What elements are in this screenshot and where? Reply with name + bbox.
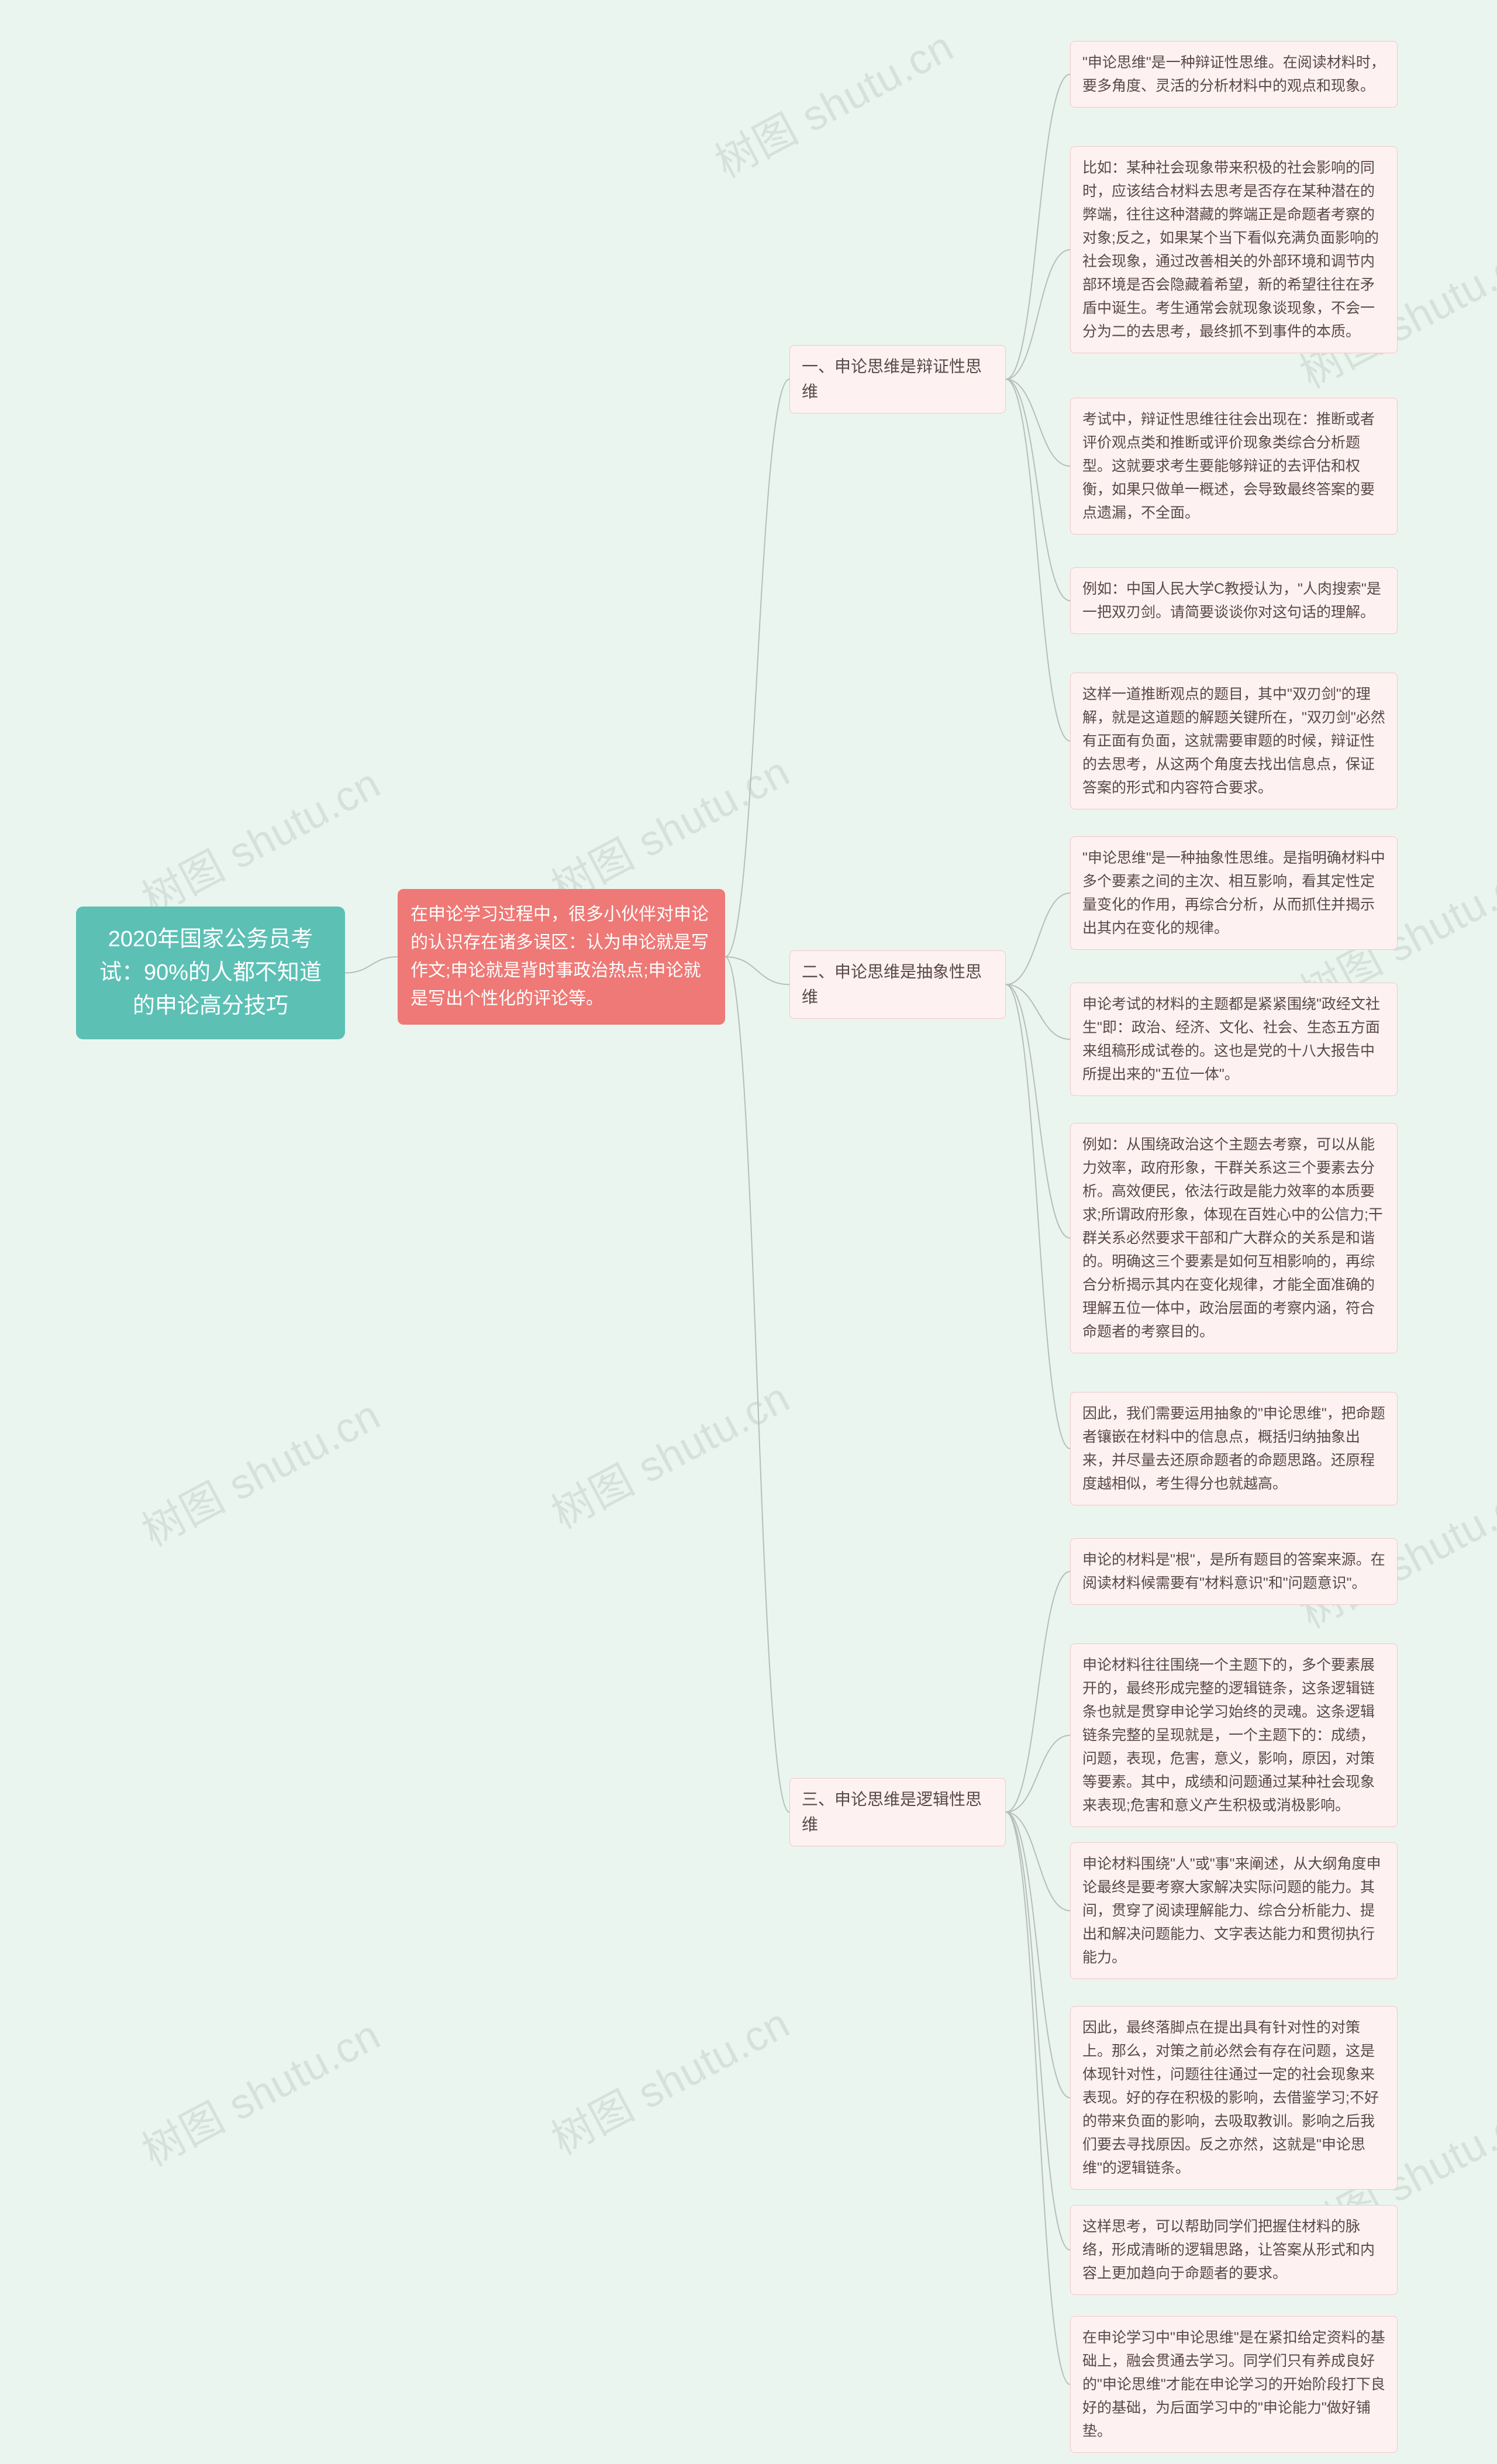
leaf-node: 例如：中国人民大学C教授认为，"人肉搜索"是一把双刃剑。请简要谈谈你对这句话的理… — [1070, 567, 1398, 634]
category-node: 二、申论思维是抽象性思维 — [789, 950, 1006, 1019]
leaf-node: 例如：从围绕政治这个主题去考察，可以从能力效率，政府形象，干群关系这三个要素去分… — [1070, 1123, 1398, 1353]
leaf-node: "申论思维"是一种抽象性思维。是指明确材料中多个要素之间的主次、相互影响，看其定… — [1070, 836, 1398, 950]
leaf-node: 申论材料围绕"人"或"事"来阐述，从大纲角度申论最终是要考察大家解决实际问题的能… — [1070, 1842, 1398, 1979]
leaf-node: 因此，最终落脚点在提出具有针对性的对策上。那么，对策之前必然会有存在问题，这是体… — [1070, 2006, 1398, 2190]
leaf-node: 申论材料往往围绕一个主题下的，多个要素展开的，最终形成完整的逻辑链条，这条逻辑链… — [1070, 1643, 1398, 1827]
leaf-node: 这样一道推断观点的题目，其中"双刃剑"的理解，就是这道题的解题关键所在，"双刃剑… — [1070, 673, 1398, 809]
leaf-node: 比如：某种社会现象带来积极的社会影响的同时，应该结合材料去思考是否存在某种潜在的… — [1070, 146, 1398, 353]
sub-node: 在申论学习过程中，很多小伙伴对申论的认识存在诸多误区：认为申论就是写作文;申论就… — [398, 889, 725, 1025]
watermark: 树图 shutu.cn — [130, 2001, 389, 2178]
category-node: 三、申论思维是逻辑性思维 — [789, 1778, 1006, 1846]
watermark: 树图 shutu.cn — [703, 12, 963, 189]
leaf-node: 考试中，辩证性思维往往会出现在：推断或者评价观点类和推断或评价现象类综合分析题型… — [1070, 398, 1398, 535]
leaf-node: 申论考试的材料的主题都是紧紧围绕"政经文社生"即：政治、经济、文化、社会、生态五… — [1070, 983, 1398, 1096]
watermark: 树图 shutu.cn — [539, 738, 799, 915]
leaf-node: 在申论学习中"申论思维"是在紧扣给定资料的基础上，融会贯通去学习。同学们只有养成… — [1070, 2316, 1398, 2453]
watermark: 树图 shutu.cn — [539, 1989, 799, 2166]
watermark: 树图 shutu.cn — [539, 1363, 799, 1541]
watermark: 树图 shutu.cn — [130, 749, 389, 926]
leaf-node: 申论的材料是"根"，是所有题目的答案来源。在阅读材料候需要有"材料意识"和"问题… — [1070, 1538, 1398, 1605]
leaf-node: 因此，我们需要运用抽象的"申论思维"，把命题者镶嵌在材料中的信息点，概括归纳抽象… — [1070, 1392, 1398, 1505]
leaf-node: 这样思考，可以帮助同学们把握住材料的脉络，形成清晰的逻辑思路，让答案从形式和内容… — [1070, 2205, 1398, 2295]
category-node: 一、申论思维是辩证性思维 — [789, 345, 1006, 413]
root-node: 2020年国家公务员考试：90%的人都不知道的申论高分技巧 — [76, 907, 345, 1039]
watermark: 树图 shutu.cn — [130, 1381, 389, 1558]
leaf-node: "申论思维"是一种辩证性思维。在阅读材料时，要多角度、灵活的分析材料中的观点和现… — [1070, 41, 1398, 108]
